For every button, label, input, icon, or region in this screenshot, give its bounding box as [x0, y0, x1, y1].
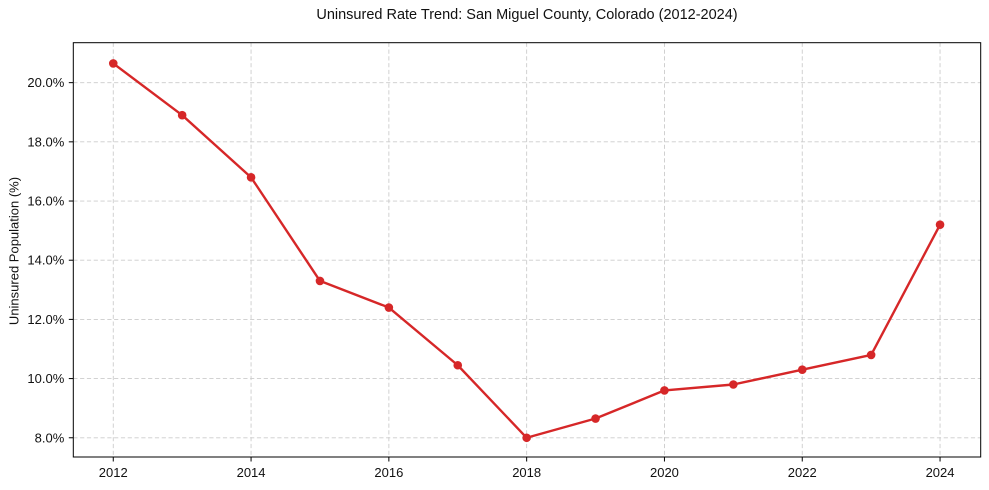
y-tick-label: 12.0% [27, 312, 64, 327]
y-tick-label: 8.0% [35, 430, 65, 445]
data-point-2013 [177, 110, 187, 120]
y-axis-label-text: Uninsured Population (%) [6, 176, 22, 326]
data-point-2022 [797, 365, 807, 375]
x-tick-label: 2018 [512, 465, 541, 480]
y-tick-label: 10.0% [27, 371, 64, 386]
data-point-2017 [453, 360, 463, 370]
y-tick-label: 16.0% [27, 194, 64, 209]
x-tick-label: 2022 [788, 465, 817, 480]
data-point-2015 [315, 276, 325, 286]
data-point-2018 [522, 433, 531, 443]
x-tick-label: 2014 [237, 465, 266, 480]
x-tick-label: 2012 [99, 465, 128, 480]
x-tick-label: 2016 [374, 465, 403, 480]
chart-title: Uninsured Rate Trend: San Miguel County,… [316, 7, 738, 23]
data-point-2023 [866, 350, 876, 360]
y-tick-label: 14.0% [27, 253, 64, 268]
y-tick-label: 20.0% [27, 75, 64, 90]
data-point-2012 [108, 59, 118, 68]
x-tick-label: 2020 [650, 465, 679, 480]
data-point-2016 [384, 303, 394, 312]
data-point-2021 [729, 380, 738, 389]
data-point-2014 [246, 173, 256, 182]
y-tick-label: 18.0% [27, 134, 64, 149]
data-point-2020 [660, 386, 669, 395]
data-point-2019 [591, 414, 600, 423]
data-point-2024 [935, 220, 945, 229]
x-tick-label: 2024 [926, 465, 955, 480]
